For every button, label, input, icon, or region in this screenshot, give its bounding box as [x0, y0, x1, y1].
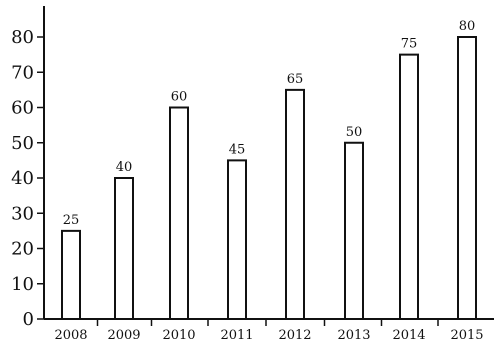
x-tick-label: 2012: [278, 328, 311, 343]
x-tick-label: 2010: [162, 328, 195, 343]
data-label-2009: 40: [116, 160, 133, 175]
data-label-2015: 80: [459, 19, 476, 34]
y-tick-label: 40: [11, 168, 34, 189]
data-label-2014: 75: [401, 37, 418, 52]
x-tick-label: 2013: [337, 328, 370, 343]
y-tick-label: 10: [11, 274, 34, 295]
data-label-2008: 25: [63, 213, 80, 228]
data-label-2012: 65: [287, 72, 304, 87]
x-tick-label: 2009: [107, 328, 140, 343]
data-label-2013: 50: [346, 125, 363, 140]
y-axis-ticks: 0 10 20 30 40 50 60 70 80: [11, 27, 44, 330]
bar-2014: [399, 53, 419, 320]
bar-2009: [114, 177, 134, 320]
y-tick-label: 70: [11, 62, 34, 83]
bars-group: 25 40 60 45 65 50 75 80: [61, 19, 477, 320]
data-label-2011: 45: [229, 142, 246, 157]
x-tick-label: 2011: [220, 328, 253, 343]
y-tick-label: 20: [11, 239, 34, 260]
y-tick-label: 50: [11, 133, 34, 154]
x-tick-label: 2014: [392, 328, 425, 343]
bar-2012: [285, 88, 305, 320]
x-tick-label: 2015: [450, 328, 483, 343]
bar-2008: [61, 229, 81, 320]
y-tick-label: 30: [11, 203, 34, 224]
y-tick-label: 80: [11, 27, 34, 48]
bar-2011: [227, 159, 247, 320]
x-tick-label: 2008: [54, 328, 87, 343]
y-tick-label: 60: [11, 98, 34, 119]
y-tick-label: 0: [23, 309, 34, 330]
bar-2013: [344, 141, 364, 320]
bar-2010: [169, 106, 189, 320]
x-axis-ticks: 2008 2009 2010 2011 2012 2013 2014 2015: [54, 319, 484, 343]
bar-2015: [457, 36, 477, 320]
data-label-2010: 60: [171, 90, 188, 105]
